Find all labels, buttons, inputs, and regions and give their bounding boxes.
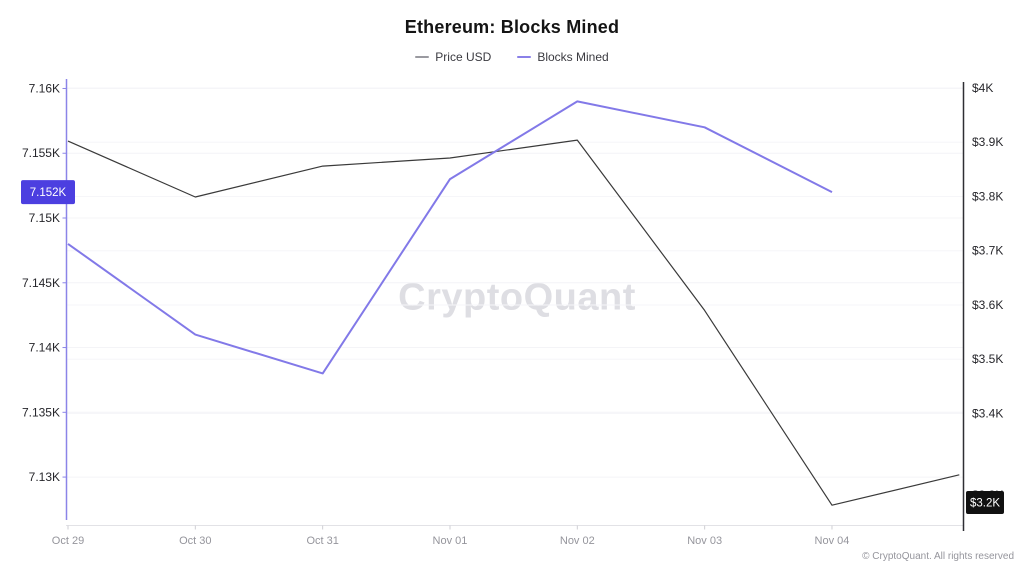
left-axis-tick-label: 7.14K bbox=[29, 341, 60, 355]
price-usd-legend-dash-icon bbox=[415, 56, 430, 58]
x-axis-tick-label: Nov 02 bbox=[560, 535, 595, 547]
series-line-blocks-mined bbox=[67, 100, 833, 375]
right-axis-tick-label: $3.7K bbox=[972, 244, 1003, 258]
right-axis-tick-label: $3.5K bbox=[972, 352, 1003, 366]
copyright-text: © CryptoQuant. All rights reserved bbox=[862, 551, 1014, 562]
left-axis-tick-label: 7.13K bbox=[29, 470, 60, 484]
x-axis-tick-label: Nov 04 bbox=[815, 535, 850, 547]
chart-title: Ethereum: Blocks Mined bbox=[404, 17, 620, 37]
legend-item-price-usd[interactable]: Price USD bbox=[415, 50, 491, 64]
right-axis-tick-label: $3.4K bbox=[972, 407, 1003, 421]
price-usd-last-value-badge bbox=[966, 490, 1004, 514]
left-axis-tick-label: 7.16K bbox=[29, 81, 60, 95]
series-line-price-usd bbox=[67, 139, 960, 506]
legend-item-blocks-mined[interactable]: Blocks Mined bbox=[517, 50, 609, 64]
blocks-mined-last-value-badge bbox=[21, 180, 75, 205]
cryptoquant-watermark: CryptoQuant bbox=[398, 276, 636, 319]
x-axis-tick-label: Oct 31 bbox=[306, 535, 338, 547]
left-axis-tick-label: 7.135K bbox=[22, 405, 60, 419]
x-axis-tick-label: Oct 29 bbox=[52, 535, 84, 547]
right-axis-tick-label: $3.6K bbox=[972, 298, 1003, 312]
legend: Price USD Blocks Mined bbox=[0, 50, 1024, 64]
blocks-mined-legend-dash-icon bbox=[517, 56, 532, 58]
right-axis-tick-label: $4K bbox=[972, 81, 993, 95]
legend-label: Blocks Mined bbox=[537, 50, 609, 64]
left-axis-tick-label: 7.145K bbox=[22, 276, 60, 290]
legend-label: Price USD bbox=[435, 50, 492, 64]
x-axis-tick-label: Oct 30 bbox=[179, 535, 211, 547]
right-axis-tick-label: $3.9K bbox=[972, 135, 1003, 149]
last-value-badge-label: $3.2K bbox=[970, 497, 1000, 509]
last-value-badge-label: 7.152K bbox=[30, 187, 67, 199]
x-axis-tick-label: Nov 03 bbox=[687, 535, 722, 547]
left-axis-tick-label: 7.15K bbox=[29, 211, 60, 225]
right-axis-tick-label: $3.8K bbox=[972, 189, 1003, 203]
left-axis-tick-label: 7.155K bbox=[22, 146, 60, 160]
x-axis-tick-label: Nov 01 bbox=[433, 535, 468, 547]
